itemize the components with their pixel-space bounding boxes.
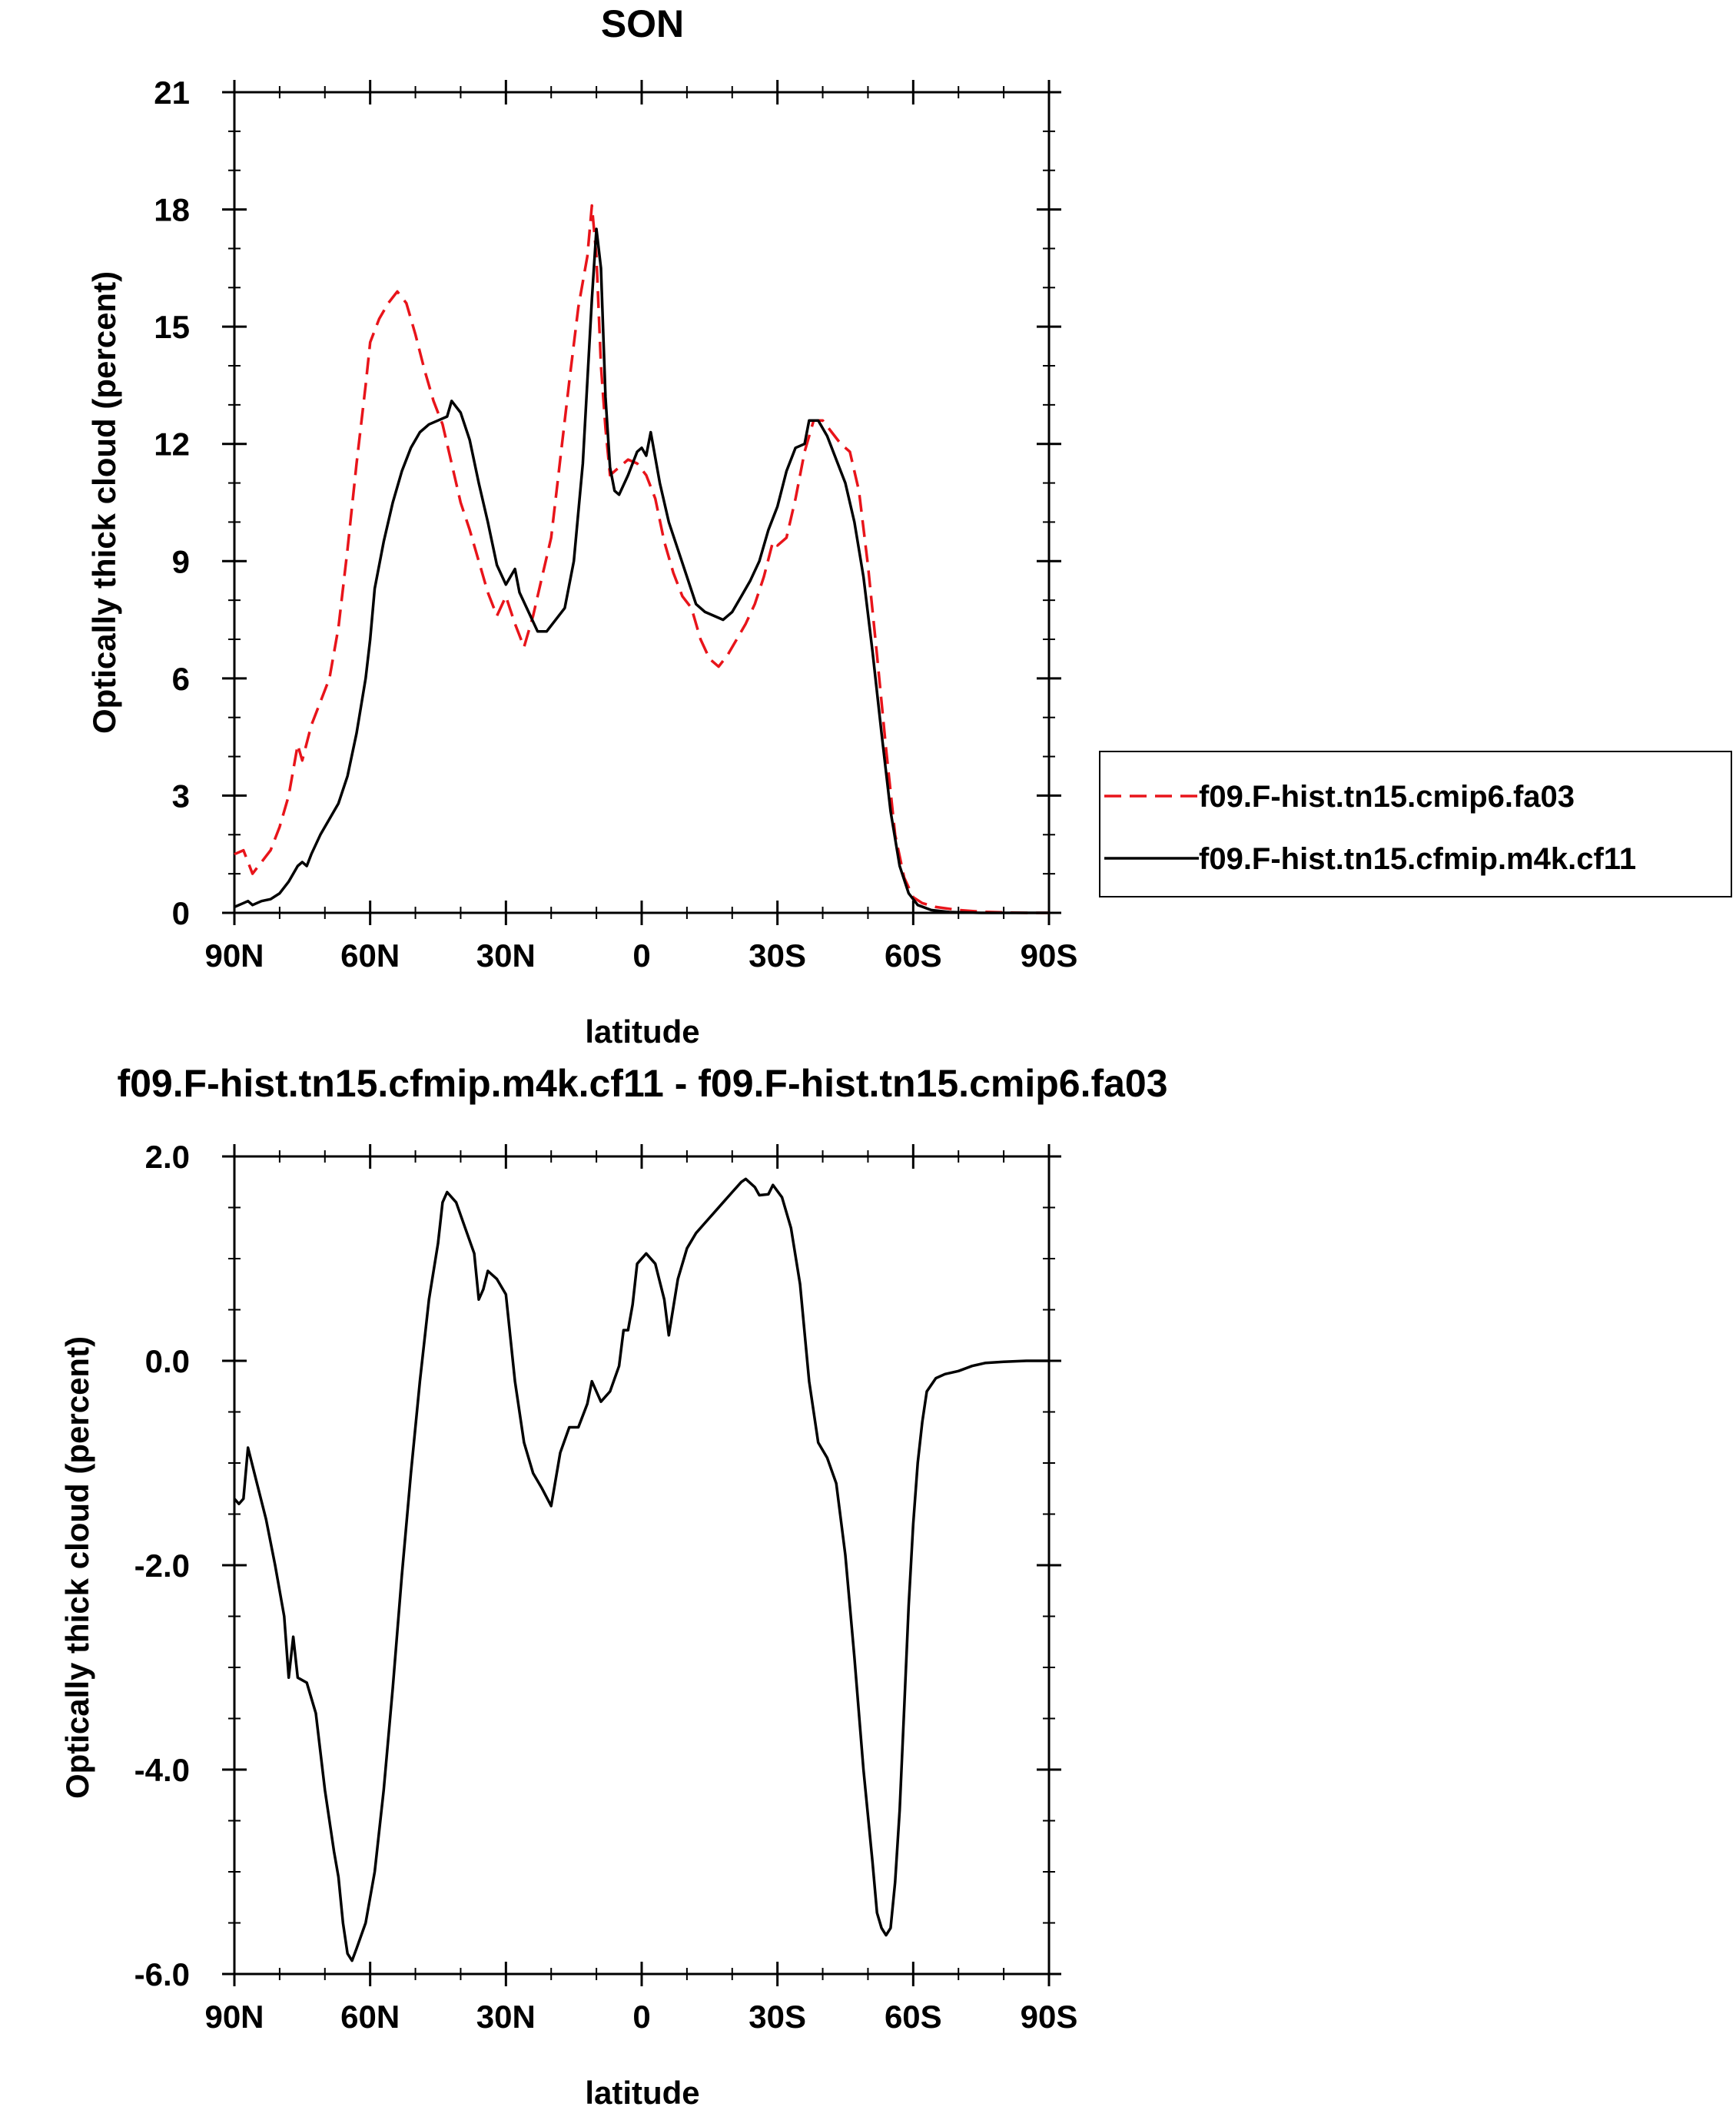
bottom-series	[233, 1177, 1049, 1962]
top-panel: SON 90N 60N 30N 0 30S 60S 90S 0 3 6 9 12 15 18 21 lati…	[86, 2, 1732, 1050]
top-tick-labels: 90N 60N 30N 0 30S 60S 90S 0 3 6 9 12 15 18 21	[154, 75, 1077, 974]
x-tick-label: 30S	[749, 937, 806, 974]
y-tick-label: 0	[172, 895, 190, 931]
legend-label-fa03: f09.F-hist.tn15.cmip6.fa03	[1199, 780, 1575, 814]
top-ticks	[222, 80, 1061, 925]
y-tick-label: 21	[154, 75, 190, 111]
top-y-axis-label: Optically thick cloud (percent)	[86, 271, 122, 734]
y-tick-label: -4.0	[134, 1752, 190, 1788]
bottom-panel-title: f09.F-hist.tn15.cfmip.m4k.cf11 - f09.F-h…	[117, 1062, 1167, 1105]
y-tick-label: 6	[172, 661, 190, 697]
legend: f09.F-hist.tn15.cmip6.fa03 f09.F-hist.tn…	[1099, 751, 1732, 897]
x-tick-label: 90S	[1021, 937, 1078, 974]
y-tick-label: 2.0	[145, 1139, 190, 1175]
y-tick-label: 18	[154, 192, 190, 228]
x-tick-label: 30S	[749, 1999, 806, 2035]
bottom-ticks	[222, 1144, 1061, 1986]
legend-label-cf11: f09.F-hist.tn15.cfmip.m4k.cf11	[1199, 842, 1636, 876]
bottom-x-axis-label: latitude	[585, 2075, 699, 2110]
x-tick-label: 30N	[476, 937, 536, 974]
top-panel-title: SON	[601, 2, 684, 45]
bottom-panel: f09.F-hist.tn15.cfmip.m4k.cf11 - f09.F-h…	[59, 1062, 1168, 2110]
x-tick-label: 30N	[476, 1999, 536, 2035]
series-line-fa03	[234, 204, 1049, 914]
y-tick-label: -2.0	[134, 1548, 190, 1584]
y-tick-label: 3	[172, 778, 190, 814]
series-line-difference	[233, 1177, 1049, 1962]
top-series	[234, 204, 1049, 914]
bottom-tick-labels: 90N 60N 30N 0 30S 60S 90S 2.0 0.0 -2.0 -4.0 -6.0	[134, 1139, 1078, 2035]
legend-box	[1099, 751, 1732, 897]
y-tick-label: 12	[154, 426, 190, 463]
x-tick-label: 60N	[340, 937, 400, 974]
x-tick-label: 60S	[885, 937, 942, 974]
x-tick-label: 60S	[885, 1999, 942, 2035]
bottom-y-axis-label: Optically thick cloud (percent)	[59, 1336, 95, 1799]
y-tick-label: -6.0	[134, 1956, 190, 1992]
x-tick-label: 60N	[340, 1999, 400, 2035]
top-plot-frame	[233, 91, 1051, 914]
series-line-cf11	[234, 227, 1049, 914]
bottom-plot-frame	[233, 1155, 1051, 1976]
top-x-axis-label: latitude	[585, 1014, 699, 1050]
y-tick-label: 15	[154, 309, 190, 345]
x-tick-label: 90N	[204, 937, 264, 974]
x-tick-label: 90N	[204, 1999, 264, 2035]
x-tick-label: 0	[632, 1999, 650, 2035]
y-tick-label: 0.0	[145, 1343, 190, 1379]
y-tick-label: 9	[172, 543, 190, 579]
x-tick-label: 90S	[1021, 1999, 1078, 2035]
x-tick-label: 0	[632, 937, 650, 974]
